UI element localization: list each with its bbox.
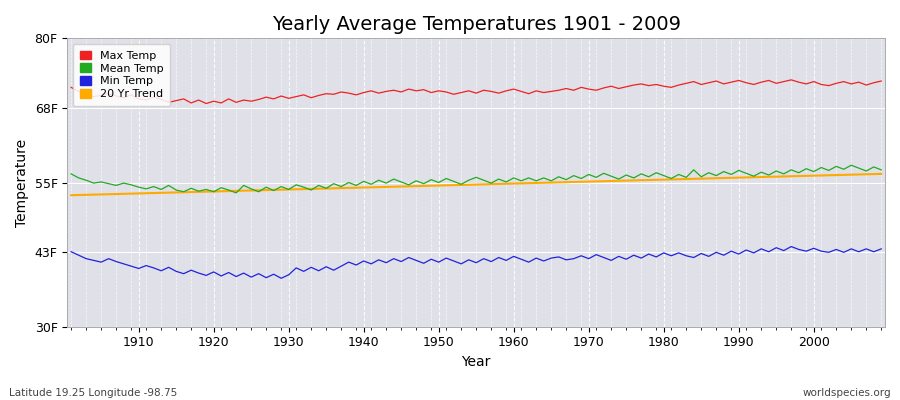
Legend: Max Temp, Mean Temp, Min Temp, 20 Yr Trend: Max Temp, Mean Temp, Min Temp, 20 Yr Tre… [73, 44, 170, 106]
Title: Yearly Average Temperatures 1901 - 2009: Yearly Average Temperatures 1901 - 2009 [272, 15, 680, 34]
Text: worldspecies.org: worldspecies.org [803, 388, 891, 398]
X-axis label: Year: Year [462, 355, 490, 369]
Text: Latitude 19.25 Longitude -98.75: Latitude 19.25 Longitude -98.75 [9, 388, 177, 398]
Y-axis label: Temperature: Temperature [15, 138, 29, 226]
